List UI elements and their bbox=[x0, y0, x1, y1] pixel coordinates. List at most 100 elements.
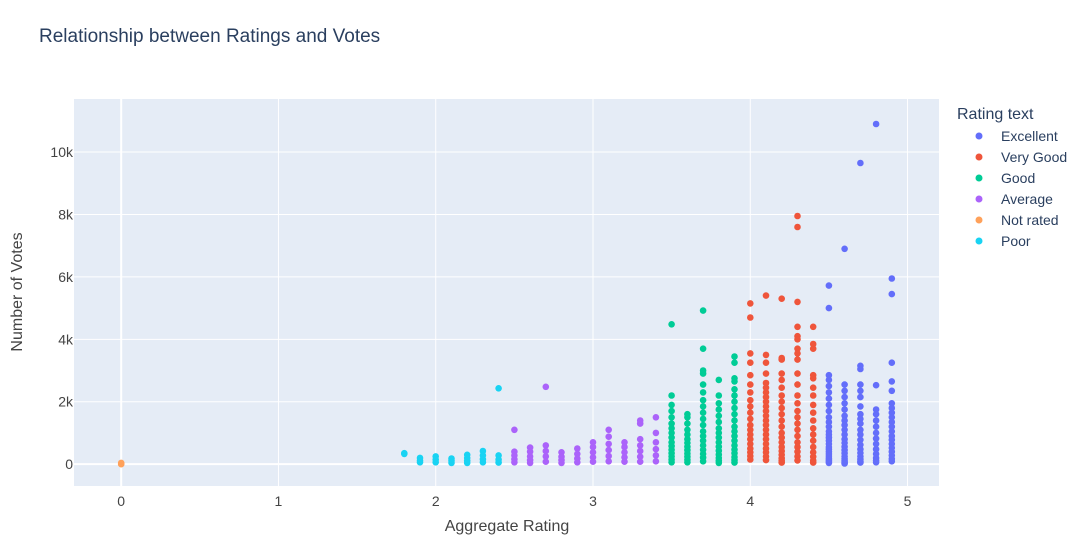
data-point bbox=[825, 459, 833, 467]
data-point bbox=[872, 381, 880, 389]
legend-item[interactable]: Average bbox=[975, 191, 1054, 207]
y-axis-title: Number of Votes bbox=[9, 232, 26, 351]
data-point bbox=[794, 356, 801, 363]
x-tick-label: 3 bbox=[589, 493, 597, 509]
data-point bbox=[809, 323, 817, 331]
data-point bbox=[841, 421, 848, 429]
data-point bbox=[872, 417, 880, 424]
data-point bbox=[762, 393, 770, 401]
legend-item[interactable]: Excellent bbox=[975, 128, 1058, 144]
data-point bbox=[778, 434, 785, 441]
legend-marker-icon bbox=[975, 153, 983, 161]
data-point bbox=[432, 459, 440, 466]
data-point bbox=[857, 393, 864, 401]
data-point bbox=[794, 381, 801, 388]
data-point bbox=[479, 459, 487, 466]
legend-marker-icon bbox=[975, 195, 983, 203]
data-point bbox=[715, 425, 723, 432]
data-point bbox=[809, 401, 817, 409]
data-point bbox=[762, 407, 770, 415]
data-point bbox=[621, 458, 628, 466]
data-point bbox=[778, 376, 785, 384]
data-point bbox=[574, 450, 581, 458]
legend: Rating text Excellent Very Good Good Averag… bbox=[957, 106, 1067, 249]
data-point bbox=[888, 409, 896, 417]
data-point bbox=[636, 458, 644, 466]
data-point bbox=[589, 443, 597, 451]
data-point bbox=[809, 425, 817, 432]
series-not-rated bbox=[117, 459, 125, 468]
legend-title: Rating text bbox=[957, 106, 1034, 123]
data-point bbox=[872, 429, 880, 437]
data-point bbox=[841, 426, 848, 434]
data-point bbox=[715, 412, 723, 420]
legend-item[interactable]: Good bbox=[975, 170, 1036, 186]
x-tick-label: 4 bbox=[746, 493, 754, 509]
data-point bbox=[778, 370, 785, 377]
data-point bbox=[888, 387, 896, 395]
data-point bbox=[668, 321, 675, 328]
data-point bbox=[699, 458, 707, 465]
legend-item[interactable]: Very Good bbox=[975, 149, 1068, 165]
data-point bbox=[762, 398, 770, 406]
data-point bbox=[558, 459, 565, 467]
data-point bbox=[857, 431, 864, 438]
data-point bbox=[731, 398, 738, 406]
data-point bbox=[448, 459, 455, 467]
data-point bbox=[762, 440, 770, 448]
data-point bbox=[778, 429, 785, 437]
data-point bbox=[888, 414, 896, 421]
data-point bbox=[794, 392, 801, 399]
data-point bbox=[699, 421, 707, 429]
data-point bbox=[731, 410, 738, 418]
data-point bbox=[825, 418, 833, 426]
data-point bbox=[747, 389, 754, 396]
data-point bbox=[825, 376, 833, 384]
data-point bbox=[778, 410, 785, 418]
data-point bbox=[825, 414, 833, 421]
data-point bbox=[731, 378, 738, 385]
data-point bbox=[809, 431, 817, 438]
data-point bbox=[747, 381, 754, 388]
data-point bbox=[857, 381, 864, 388]
data-point bbox=[636, 447, 644, 455]
data-point bbox=[636, 442, 644, 449]
data-point bbox=[652, 439, 660, 446]
data-point bbox=[715, 434, 723, 441]
y-tick-label: 0 bbox=[65, 456, 73, 472]
data-point bbox=[715, 406, 723, 413]
x-axis-ticks: 0 1 2 3 4 5 bbox=[117, 493, 911, 509]
data-point bbox=[699, 389, 707, 396]
data-point bbox=[825, 401, 833, 409]
data-point bbox=[809, 345, 817, 353]
data-point bbox=[809, 443, 817, 451]
data-point bbox=[762, 359, 770, 367]
data-point bbox=[699, 396, 707, 404]
data-point bbox=[872, 435, 880, 442]
data-point bbox=[731, 432, 738, 440]
legend-item[interactable]: Not rated bbox=[975, 212, 1059, 228]
data-point bbox=[684, 420, 691, 427]
y-tick-label: 4k bbox=[58, 331, 74, 347]
data-point bbox=[857, 387, 864, 395]
data-point bbox=[652, 445, 660, 453]
y-axis-ticks: 0 2k 4k 6k 8k 10k bbox=[50, 144, 74, 472]
y-tick-label: 6k bbox=[58, 269, 74, 285]
data-point bbox=[747, 440, 754, 448]
data-point bbox=[668, 414, 675, 421]
data-point bbox=[747, 371, 754, 379]
legend-marker-icon bbox=[975, 132, 983, 140]
data-point bbox=[747, 359, 754, 367]
data-point bbox=[794, 432, 801, 440]
data-point bbox=[668, 429, 675, 437]
data-point bbox=[605, 446, 612, 454]
data-point bbox=[841, 387, 848, 395]
x-tick-label: 5 bbox=[904, 493, 912, 509]
legend-item[interactable]: Poor bbox=[975, 233, 1031, 249]
data-point bbox=[778, 398, 785, 406]
data-point bbox=[589, 449, 597, 456]
data-point bbox=[857, 403, 864, 410]
data-point bbox=[747, 396, 754, 404]
data-point bbox=[747, 300, 754, 307]
data-point bbox=[794, 420, 801, 427]
